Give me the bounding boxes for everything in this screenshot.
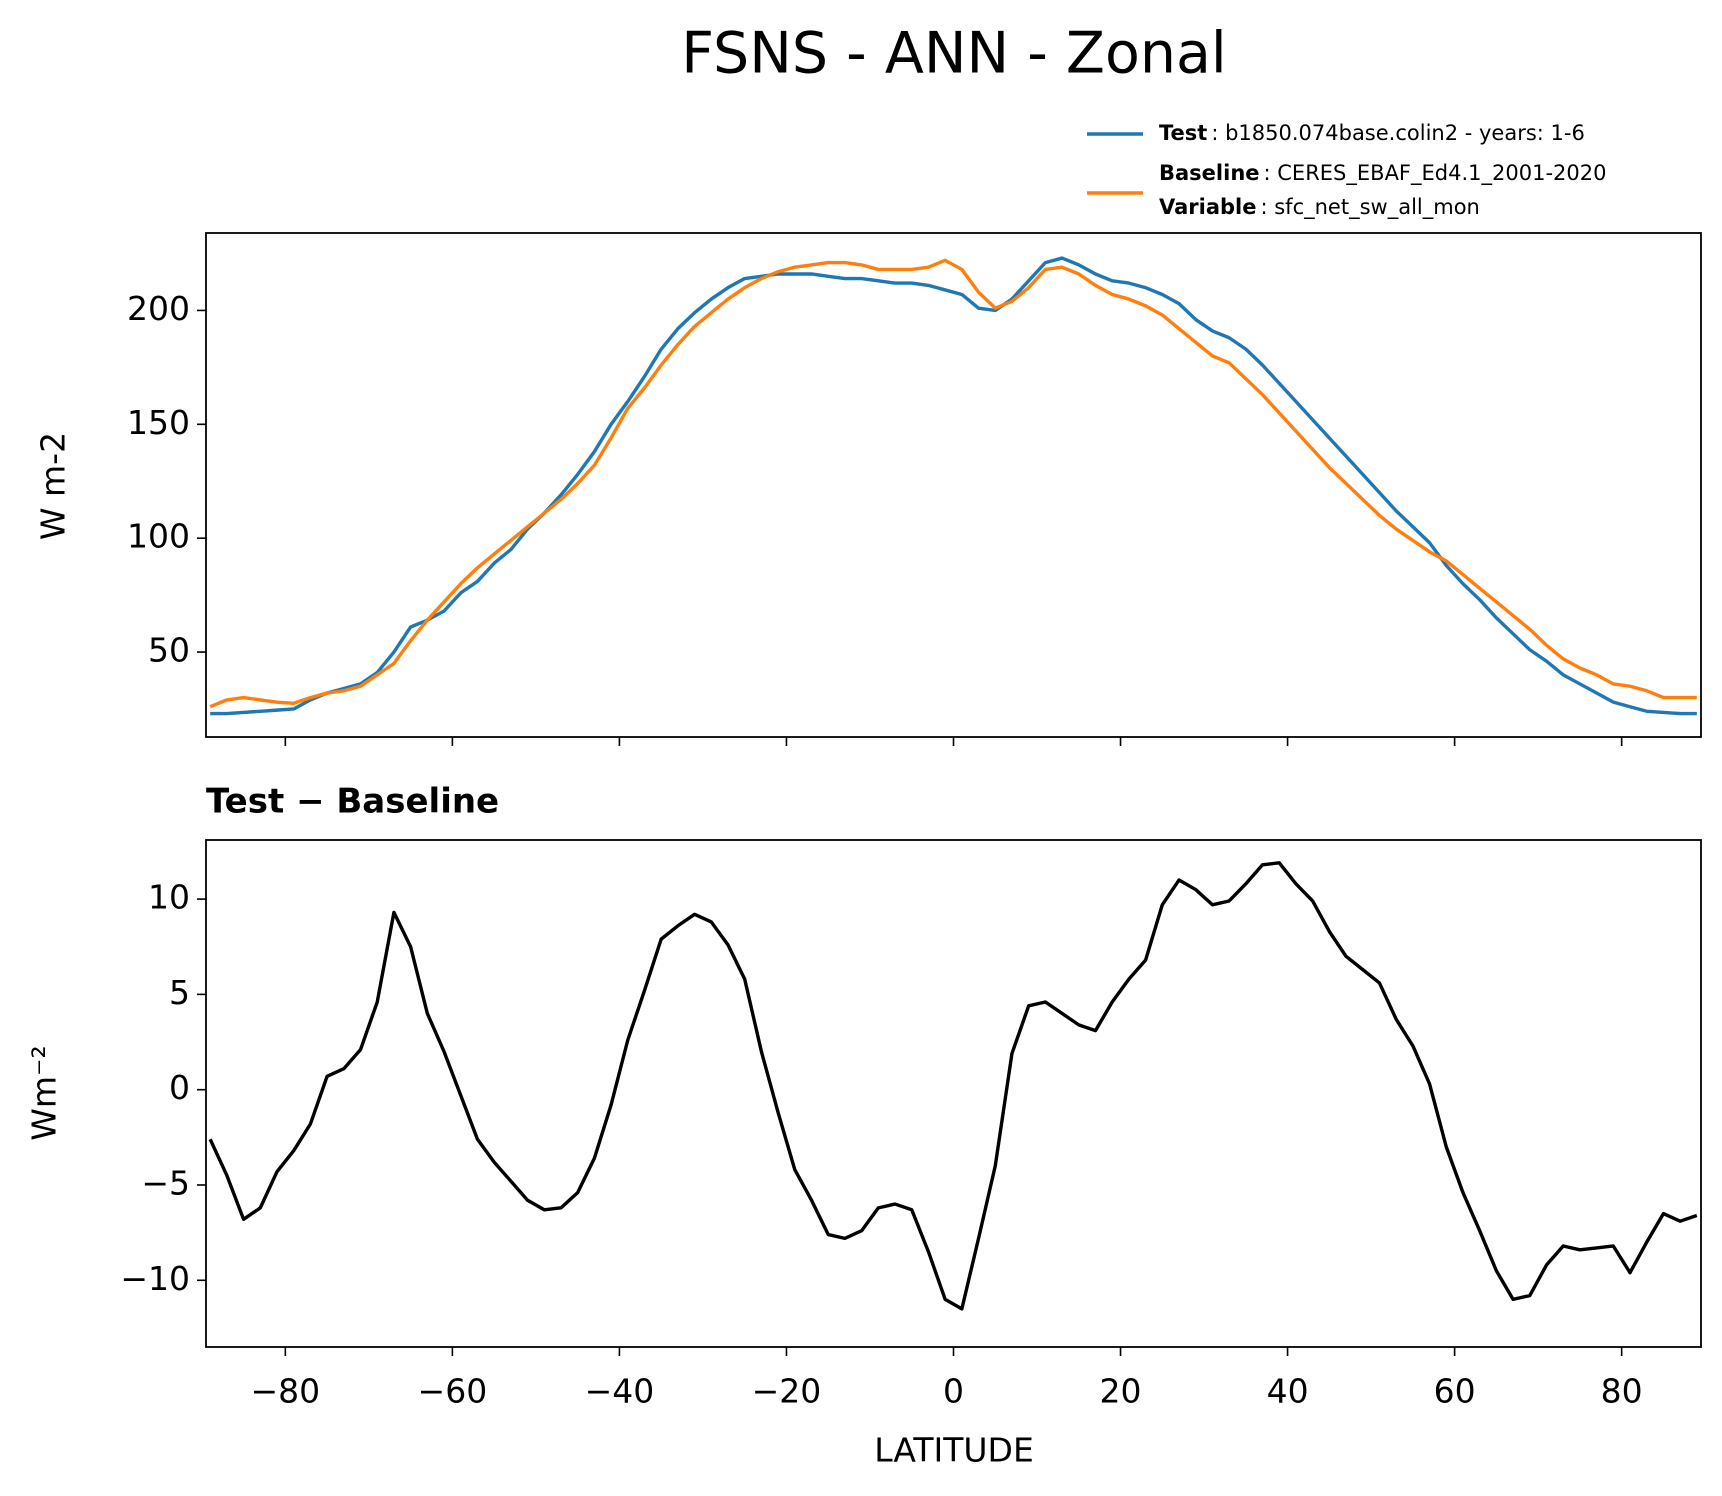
line-series xyxy=(209,258,1697,709)
y-tick-label: 100 xyxy=(127,517,190,556)
legend-key: Test xyxy=(1159,121,1207,145)
y-tick-label: −5 xyxy=(141,1163,190,1202)
x-tick-label: 60 xyxy=(1434,1372,1476,1411)
legend-key: Variable xyxy=(1159,195,1256,219)
y-tick-label: 10 xyxy=(148,878,190,917)
legend-text: : sfc_net_sw_all_mon xyxy=(1260,195,1479,220)
line-series xyxy=(208,861,1698,1311)
x-tick-label: −60 xyxy=(418,1372,488,1411)
x-tick-label: 0 xyxy=(943,1372,964,1411)
legend-label: Test: b1850.074base.colin2 - years: 1-6 xyxy=(1159,121,1585,145)
y-axis-label: W m-2 xyxy=(34,432,73,540)
y-tick-label: 200 xyxy=(127,289,190,328)
y-axis-label: Wm⁻² xyxy=(25,1045,64,1140)
legend-text: : CERES_EBAF_Ed4.1_2001-2020 xyxy=(1264,161,1607,186)
x-tick-label: −20 xyxy=(752,1372,822,1411)
y-tick-label: 0 xyxy=(169,1068,190,1107)
line-series xyxy=(210,256,1697,716)
legend-key: Baseline xyxy=(1159,161,1260,185)
y-tick-label: 5 xyxy=(169,973,190,1012)
legend-label: Variable: sfc_net_sw_all_mon xyxy=(1159,195,1480,220)
y-tick-label: 50 xyxy=(148,631,190,670)
x-tick-label: −40 xyxy=(585,1372,655,1411)
plot-frame xyxy=(205,839,1702,1348)
x-tick-label: 20 xyxy=(1100,1372,1142,1411)
y-tick-label: −10 xyxy=(120,1259,190,1298)
legend-text: : b1850.074base.colin2 - years: 1-6 xyxy=(1211,121,1585,145)
legend-label: Baseline: CERES_EBAF_Ed4.1_2001-2020 xyxy=(1159,161,1606,186)
x-tick-label: 40 xyxy=(1267,1372,1309,1411)
x-tick-label: −80 xyxy=(251,1372,321,1411)
plot-frame xyxy=(205,232,1702,738)
y-tick-label: 150 xyxy=(127,403,190,442)
x-tick-label: 80 xyxy=(1601,1372,1643,1411)
x-axis-label: LATITUDE xyxy=(874,1431,1034,1470)
chart-title: FSNS - ANN - Zonal xyxy=(681,21,1226,87)
subplot-title: Test − Baseline xyxy=(206,782,499,822)
